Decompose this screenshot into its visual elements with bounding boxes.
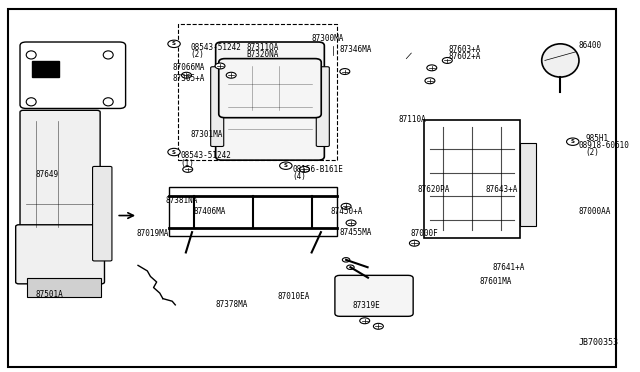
Text: 08543-51242: 08543-51242 [180, 151, 231, 160]
Text: 87641+A: 87641+A [492, 263, 524, 272]
Circle shape [342, 258, 350, 262]
Text: 08543-51242: 08543-51242 [191, 43, 242, 52]
Text: 87365+A: 87365+A [172, 74, 205, 83]
Text: 87110A: 87110A [399, 115, 427, 124]
Circle shape [442, 58, 452, 63]
Text: 87649: 87649 [36, 170, 59, 179]
FancyBboxPatch shape [15, 225, 104, 284]
FancyBboxPatch shape [219, 59, 321, 118]
FancyBboxPatch shape [93, 166, 112, 261]
Text: 87603+A: 87603+A [449, 45, 481, 54]
Text: 87301MA: 87301MA [191, 130, 223, 139]
Text: S: S [284, 163, 288, 168]
Bar [179, 23, 337, 160]
Text: JB700353: JB700353 [579, 339, 619, 347]
Text: (2): (2) [585, 148, 599, 157]
Circle shape [427, 65, 436, 71]
Text: 87346MA: 87346MA [340, 45, 372, 54]
Text: 87378MA: 87378MA [216, 300, 248, 309]
Text: 87455MA: 87455MA [340, 228, 372, 237]
Text: 87019MA: 87019MA [137, 230, 169, 238]
Text: 08918-60610: 08918-60610 [579, 141, 630, 150]
Text: S: S [172, 41, 176, 46]
Text: 87000AA: 87000AA [579, 207, 611, 217]
Circle shape [410, 240, 419, 246]
Text: 08156-B161E: 08156-B161E [292, 165, 343, 174]
Text: (2): (2) [191, 51, 205, 60]
FancyBboxPatch shape [20, 110, 100, 234]
FancyBboxPatch shape [211, 67, 224, 147]
Text: 87311QA: 87311QA [246, 43, 279, 52]
Circle shape [347, 265, 354, 269]
Text: 87602+A: 87602+A [449, 52, 481, 61]
Ellipse shape [541, 44, 579, 77]
Text: 87601MA: 87601MA [479, 278, 512, 286]
Text: 87300MA: 87300MA [312, 34, 344, 43]
Ellipse shape [103, 98, 113, 106]
FancyBboxPatch shape [316, 67, 330, 147]
Text: (1): (1) [180, 158, 194, 168]
FancyBboxPatch shape [216, 42, 324, 160]
Text: 87381NA: 87381NA [166, 196, 198, 205]
Text: 87066MA: 87066MA [172, 63, 205, 72]
Text: S: S [571, 139, 575, 144]
Circle shape [280, 162, 292, 169]
Text: 87450+A: 87450+A [330, 207, 363, 217]
Text: 87620PA: 87620PA [417, 185, 450, 194]
Ellipse shape [26, 98, 36, 106]
Bar [33, 61, 58, 77]
Text: 87319E: 87319E [352, 301, 380, 311]
Circle shape [360, 318, 370, 324]
Circle shape [182, 72, 191, 78]
Circle shape [341, 203, 351, 209]
FancyBboxPatch shape [20, 42, 125, 109]
Circle shape [340, 68, 350, 74]
Text: S: S [172, 150, 176, 154]
Circle shape [168, 40, 180, 48]
Text: 87406MA: 87406MA [194, 207, 227, 217]
Circle shape [183, 166, 193, 172]
Ellipse shape [26, 51, 36, 59]
Circle shape [346, 220, 356, 226]
Circle shape [566, 138, 579, 145]
Ellipse shape [103, 51, 113, 59]
Bar [520, 143, 536, 226]
Circle shape [226, 72, 236, 78]
Circle shape [168, 148, 180, 156]
FancyBboxPatch shape [335, 275, 413, 316]
Text: 87000F: 87000F [410, 230, 438, 238]
Circle shape [300, 166, 309, 172]
Text: 87501A: 87501A [36, 291, 63, 299]
Text: B7320NA: B7320NA [246, 51, 279, 60]
Circle shape [215, 63, 225, 69]
Text: (4): (4) [292, 172, 306, 181]
Bar [28, 278, 101, 297]
Text: 86400: 86400 [579, 41, 602, 50]
Bar [424, 119, 520, 238]
Circle shape [373, 323, 383, 329]
Text: 87010EA: 87010EA [278, 292, 310, 301]
Circle shape [425, 78, 435, 84]
Text: 87643+A: 87643+A [486, 185, 518, 194]
Bar [169, 187, 337, 236]
Text: 985H1: 985H1 [585, 134, 608, 142]
